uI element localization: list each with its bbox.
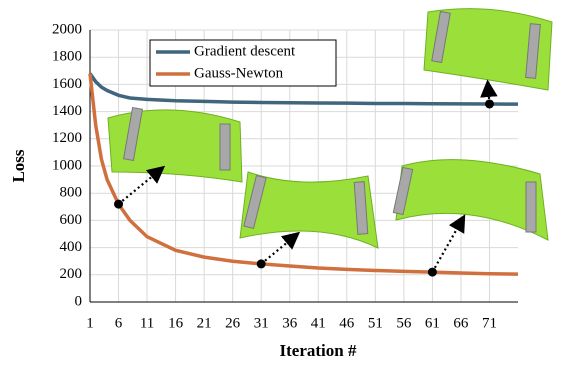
- x-tick-label: 26: [225, 315, 241, 331]
- x-tick-label: 21: [197, 315, 212, 331]
- x-tick-label: 36: [282, 315, 298, 331]
- y-tick-label: 400: [60, 239, 83, 255]
- legend: Gradient descent Gauss-Newton: [150, 40, 336, 86]
- x-tick-label: 1: [86, 315, 94, 331]
- y-tick-label: 200: [60, 266, 83, 282]
- x-tick-label: 71: [482, 315, 497, 331]
- highlight-point: [257, 259, 266, 268]
- legend-label: Gauss-Newton: [194, 65, 284, 81]
- highlight-point: [114, 200, 123, 209]
- y-tick-label: 0: [75, 293, 83, 309]
- y-tick-label: 600: [60, 212, 83, 228]
- x-tick-label: 46: [339, 315, 355, 331]
- x-tick-label: 6: [115, 315, 123, 331]
- x-tick-label: 61: [425, 315, 440, 331]
- y-tick-label: 1000: [52, 157, 82, 173]
- x-tick-label: 66: [453, 315, 469, 331]
- y-tick-label: 1400: [52, 103, 82, 119]
- highlight-point: [485, 99, 494, 108]
- x-tick-label: 56: [396, 315, 412, 331]
- y-tick-label: 2000: [52, 21, 82, 37]
- y-tick-label: 1800: [52, 49, 82, 65]
- highlight-point: [428, 268, 437, 277]
- y-tick-label: 1600: [52, 76, 82, 92]
- y-tick-label: 800: [60, 185, 83, 201]
- y-axis-label: Loss: [9, 149, 28, 182]
- annotation-arrow: [432, 220, 462, 272]
- annotation-arrow: [119, 170, 160, 204]
- x-tick-label: 11: [140, 315, 154, 331]
- x-axis-label: Iteration #: [280, 341, 357, 360]
- x-tick-label: 51: [368, 315, 383, 331]
- legend-label: Gradient descent: [194, 43, 296, 59]
- x-tick-label: 31: [254, 315, 269, 331]
- y-tick-label: 1200: [52, 130, 82, 146]
- x-tick-label: 41: [311, 315, 326, 331]
- x-tick-label: 16: [168, 315, 184, 331]
- chart: 0200400600800100012001400160018002000161…: [0, 0, 568, 366]
